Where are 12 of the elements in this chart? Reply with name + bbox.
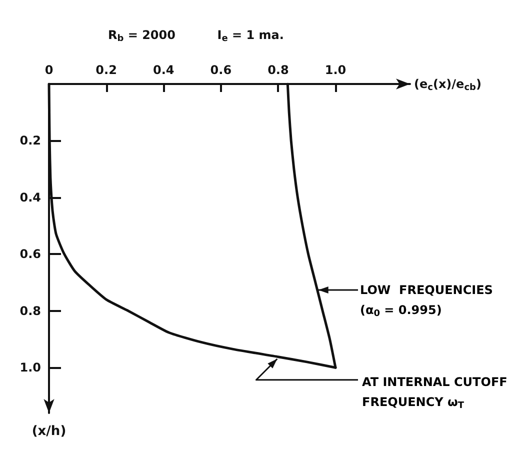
y-tick-label: 0.6: [20, 247, 41, 262]
y-axis-title: (x/h): [32, 424, 66, 439]
y-tick-label: 1.0: [20, 360, 41, 375]
x-tick-label: 1.0: [324, 63, 346, 77]
x-tick-label: 0.6: [210, 63, 232, 77]
y-tick-label: 0.2: [20, 134, 41, 148]
y-tick-label: 0.8: [20, 304, 41, 318]
x-tick-label: 0: [44, 63, 54, 77]
x-tick-label: 0.8: [268, 63, 289, 77]
y-tick-label: 0.4: [20, 190, 41, 204]
x-tick-label: 0.2: [96, 63, 117, 77]
x-tick-label: 0.4: [152, 63, 174, 77]
